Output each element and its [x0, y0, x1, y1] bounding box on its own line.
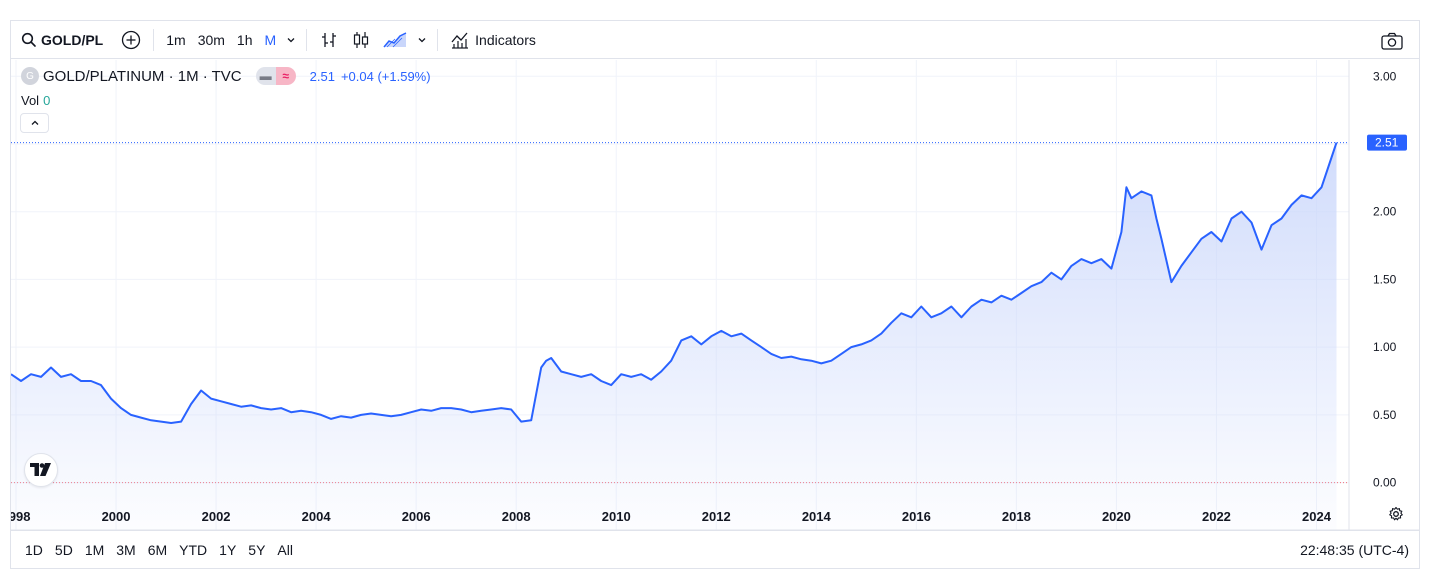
- chart-legend: G GOLD/PLATINUM · 1M · TVC ▬ ≈ 2.51 +0.0…: [21, 67, 431, 85]
- interval-month[interactable]: M: [264, 31, 277, 48]
- search-icon: [21, 32, 36, 47]
- indicators-button[interactable]: Indicators: [444, 26, 542, 54]
- compare-symbol-button[interactable]: [115, 26, 147, 54]
- x-tick-label: 2008: [502, 509, 531, 524]
- x-tick-label: 2002: [202, 509, 231, 524]
- price-tag: 2.51: [1367, 134, 1407, 151]
- x-tick-label: 2020: [1102, 509, 1131, 524]
- y-tick-label: 0.00: [1373, 476, 1397, 490]
- legend-badges: ▬ ≈: [255, 67, 296, 85]
- range-1d[interactable]: 1D: [25, 541, 43, 558]
- range-1y[interactable]: 1Y: [219, 541, 237, 558]
- intervals-dropdown[interactable]: [282, 26, 300, 54]
- chart-widget: GOLD/PL 1m 30m 1h M Indicators: [10, 20, 1420, 569]
- chevron-up-icon: [31, 120, 38, 125]
- series-line: [11, 142, 1338, 424]
- area-fill: [11, 142, 1337, 530]
- x-tick-label: 2018: [1002, 509, 1031, 524]
- range-all[interactable]: All: [277, 541, 293, 558]
- x-tick-label: 2000: [102, 509, 131, 524]
- indicators-label: Indicators: [475, 31, 536, 48]
- symbol-search-button[interactable]: GOLD/PL: [11, 26, 109, 54]
- legend-change: +0.04 (+1.59%): [340, 68, 431, 84]
- vol-label: Vol: [21, 93, 40, 108]
- candle-style-button[interactable]: [345, 26, 377, 54]
- interval-30m[interactable]: 30m: [197, 31, 225, 48]
- range-6m[interactable]: 6M: [147, 541, 168, 558]
- price-chart[interactable]: 3.002.502.001.501.000.500.00 19982000200…: [11, 60, 1419, 530]
- symbol-logo: G: [21, 67, 39, 85]
- add-symbol-icon: [122, 30, 141, 49]
- x-tick-label: 2014: [802, 509, 832, 524]
- gear-icon: [1389, 506, 1403, 521]
- chevron-down-icon: [418, 37, 426, 42]
- top-toolbar: GOLD/PL 1m 30m 1h M Indicators: [11, 21, 1419, 59]
- toolbar-separator: [437, 28, 439, 51]
- range-5d[interactable]: 5D: [54, 541, 73, 558]
- indicators-icon: [451, 32, 469, 49]
- chart-settings-button[interactable]: [1388, 506, 1404, 527]
- y-tick-label: 3.00: [1373, 69, 1397, 83]
- legend-price: 2.51: [309, 68, 335, 84]
- x-tick-label: 2024: [1302, 509, 1332, 524]
- delayed-data-icon[interactable]: ≈: [275, 67, 296, 85]
- chart-style-dropdown[interactable]: [413, 26, 431, 54]
- camera-icon: [1381, 32, 1403, 50]
- legend-title[interactable]: GOLD/PLATINUM · 1M · TVC: [43, 67, 242, 85]
- range-1m[interactable]: 1M: [84, 541, 105, 558]
- x-tick-label: 2006: [402, 509, 431, 524]
- y-tick-label: 1.50: [1373, 272, 1397, 286]
- bottom-toolbar: 1D 5D 1M 3M 6M YTD 1Y 5Y All 22:48:35 (U…: [11, 530, 1419, 568]
- time-scale[interactable]: 1998 2000 2002 2004 2006 2008 2010 2012 2014 2016…: [11, 509, 1332, 524]
- snapshot-button[interactable]: [1375, 27, 1409, 55]
- area-style-icon: [383, 31, 407, 47]
- market-status-icon[interactable]: ▬: [255, 67, 276, 85]
- price-tag-label: 2.51: [1375, 136, 1399, 150]
- toolbar-separator: [153, 28, 155, 51]
- interval-1m[interactable]: 1m: [166, 31, 186, 48]
- vol-value: 0: [43, 93, 51, 108]
- x-tick-label: 2012: [702, 509, 731, 524]
- interval-1h[interactable]: 1h: [236, 31, 253, 48]
- candle-style-icon: [354, 31, 369, 48]
- chevron-down-icon: [287, 37, 295, 42]
- range-5y[interactable]: 5Y: [248, 541, 266, 558]
- y-tick-label: 2.00: [1373, 205, 1397, 219]
- range-3m[interactable]: 3M: [116, 541, 136, 558]
- toolbar-separator: [306, 28, 308, 51]
- price-scale[interactable]: 3.002.502.001.501.000.500.00: [1373, 69, 1397, 489]
- range-ytd[interactable]: YTD: [179, 541, 208, 558]
- bar-style-button[interactable]: [313, 26, 345, 54]
- collapse-legend-button[interactable]: [20, 113, 49, 133]
- timezone-clock[interactable]: 22:48:35 (UTC-4): [1300, 542, 1409, 558]
- tradingview-logo-icon: [30, 463, 51, 476]
- x-tick-label: 2010: [602, 509, 631, 524]
- x-tick-label: 2016: [902, 509, 931, 524]
- x-tick-label: 1998: [11, 509, 30, 524]
- area-style-button[interactable]: [377, 26, 413, 54]
- y-tick-label: 0.50: [1373, 408, 1397, 422]
- x-tick-label: 2004: [302, 509, 332, 524]
- bar-style-icon: [322, 32, 337, 47]
- x-tick-label: 2022: [1202, 509, 1231, 524]
- tradingview-logo[interactable]: [24, 453, 58, 487]
- symbol-label: GOLD/PL: [41, 31, 104, 48]
- y-tick-label: 1.00: [1373, 340, 1397, 354]
- volume-legend: Vol 0: [21, 93, 50, 108]
